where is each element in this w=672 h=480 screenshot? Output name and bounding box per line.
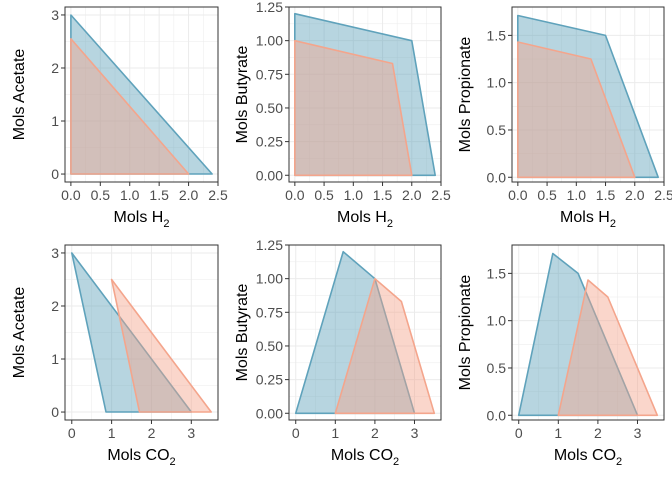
x-tick-label: 2.0 bbox=[179, 187, 199, 203]
y-tick-label: 0.50 bbox=[256, 338, 283, 354]
y-tick-label: 0.50 bbox=[256, 100, 283, 116]
y-tick-label: 0.75 bbox=[256, 304, 283, 320]
y-tick-label: 1.5 bbox=[487, 27, 507, 43]
x-tick-label: 2.5 bbox=[654, 187, 672, 203]
y-axis-title: Mols Acetate bbox=[11, 287, 28, 379]
y-axis-title: Mols Butyrate bbox=[234, 283, 251, 381]
x-tick-label: 3 bbox=[411, 425, 419, 441]
y-tick-label: 1.00 bbox=[256, 271, 283, 287]
y-tick-label: 1.5 bbox=[487, 265, 507, 281]
y-tick-label: 1 bbox=[51, 351, 59, 367]
y-tick-label: 2 bbox=[51, 60, 59, 76]
y-tick-label: 0.25 bbox=[256, 134, 283, 150]
chart-panel-2: 0.0 0.5 1.0 1.5 2.0 2.5 0.00 0.25 0.50 0.75 1.00 1.… bbox=[234, 0, 451, 230]
y-axis-title: Mols Propionate bbox=[457, 37, 474, 153]
x-tick-label: 3 bbox=[634, 425, 642, 441]
y-tick-label: 1 bbox=[51, 113, 59, 129]
y-tick-label: 2 bbox=[51, 298, 59, 314]
chart-panel-6: 0 1 2 3 0.0 0.5 1.0 1.5 Mols CO2 Mols Propionate bbox=[457, 245, 664, 468]
chart-panel-4: 0 1 2 3 0 1 2 3 Mols CO2 Mols Acetate bbox=[11, 245, 218, 468]
x-tick-label: 1 bbox=[554, 425, 562, 441]
x-tick-label: 1.5 bbox=[596, 187, 616, 203]
x-tick-label: 1 bbox=[331, 425, 339, 441]
y-tick-label: 3 bbox=[51, 245, 59, 261]
x-tick-label: 2 bbox=[594, 425, 602, 441]
x-tick-label: 0.5 bbox=[537, 187, 557, 203]
y-tick-label: 3 bbox=[51, 7, 59, 23]
chart-panel-1: 0.0 0.5 1.0 1.5 2.0 2.5 0 1 2 3 Mols H2 Mols Acetat… bbox=[11, 7, 228, 230]
x-tick-label: 0 bbox=[68, 425, 76, 441]
y-tick-label: 0.5 bbox=[487, 122, 507, 138]
x-tick-label: 3 bbox=[187, 425, 195, 441]
x-tick-label: 0.0 bbox=[285, 187, 305, 203]
y-tick-label: 1.00 bbox=[256, 33, 283, 49]
x-tick-label: 0.5 bbox=[314, 187, 334, 203]
x-tick-label: 1.0 bbox=[120, 187, 140, 203]
x-axis-title: Mols H2 bbox=[114, 209, 170, 230]
x-axis-title: Mols H2 bbox=[560, 209, 616, 230]
x-tick-label: 0.5 bbox=[91, 187, 111, 203]
x-tick-label: 0.0 bbox=[508, 187, 528, 203]
x-tick-label: 0 bbox=[515, 425, 523, 441]
y-axis-title: Mols Butyrate bbox=[234, 45, 251, 143]
y-tick-label: 0.0 bbox=[487, 169, 507, 185]
x-tick-label: 1 bbox=[108, 425, 116, 441]
x-tick-label: 2.5 bbox=[208, 187, 228, 203]
y-tick-label: 1.0 bbox=[487, 313, 507, 329]
y-tick-label: 0.75 bbox=[256, 66, 283, 82]
x-tick-label: 0 bbox=[292, 425, 300, 441]
x-tick-label: 1.0 bbox=[567, 187, 587, 203]
y-tick-label: 1.25 bbox=[256, 237, 283, 253]
y-tick-label: 1.25 bbox=[256, 0, 283, 15]
y-tick-label: 0 bbox=[51, 404, 59, 420]
x-tick-label: 1.0 bbox=[344, 187, 364, 203]
x-axis-title: Mols CO2 bbox=[107, 447, 175, 468]
chart-panel-3: 0.0 0.5 1.0 1.5 2.0 2.5 0.0 0.5 1.0 1.5 Mols H2 Mol… bbox=[457, 7, 672, 230]
y-tick-label: 0 bbox=[51, 166, 59, 182]
x-tick-label: 1.5 bbox=[149, 187, 169, 203]
y-tick-label: 1.0 bbox=[487, 75, 507, 91]
y-tick-label: 0.0 bbox=[487, 407, 507, 423]
y-tick-label: 0.00 bbox=[256, 405, 283, 421]
y-axis-title: Mols Acetate bbox=[11, 49, 28, 141]
y-tick-label: 0.5 bbox=[487, 360, 507, 376]
x-axis-title: Mols CO2 bbox=[554, 447, 622, 468]
y-tick-label: 0.00 bbox=[256, 167, 283, 183]
x-tick-label: 2 bbox=[371, 425, 379, 441]
x-tick-label: 0.0 bbox=[61, 187, 81, 203]
x-tick-label: 1.5 bbox=[373, 187, 393, 203]
chart-panel-5: 0 1 2 3 0.00 0.25 0.50 0.75 1.00 1.25 Mols CO2 Mols… bbox=[234, 237, 441, 468]
x-tick-label: 2.5 bbox=[431, 187, 451, 203]
x-axis-title: Mols H2 bbox=[337, 209, 393, 230]
x-tick-label: 2 bbox=[148, 425, 156, 441]
x-axis-title: Mols CO2 bbox=[331, 447, 399, 468]
y-axis-title: Mols Propionate bbox=[457, 275, 474, 391]
x-tick-label: 2.0 bbox=[402, 187, 422, 203]
y-tick-label: 0.25 bbox=[256, 372, 283, 388]
x-tick-label: 2.0 bbox=[625, 187, 645, 203]
